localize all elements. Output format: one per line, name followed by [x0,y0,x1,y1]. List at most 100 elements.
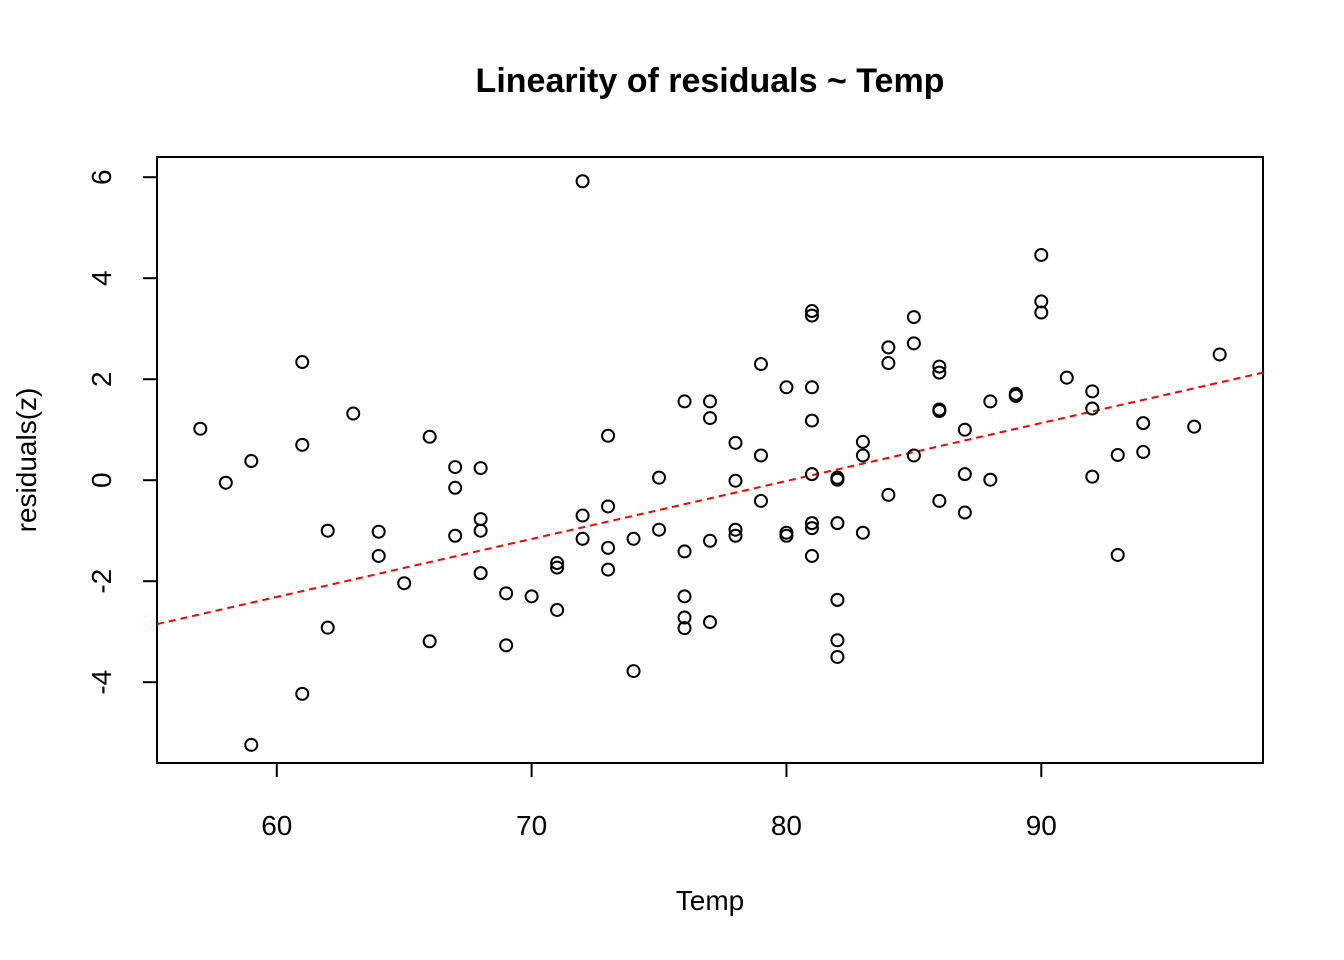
x-tick-label: 60 [261,810,292,841]
data-point [881,356,896,371]
x-tick-label: 90 [1026,810,1057,841]
data-point [550,556,565,571]
data-point [983,472,998,487]
data-point [193,421,208,436]
data-point [703,615,717,630]
data-point [601,499,616,514]
data-point [473,512,488,527]
data-point [626,531,641,546]
data-point [422,634,437,649]
data-point [830,516,845,531]
data-point [473,523,488,538]
data-point [804,516,819,531]
data-point [753,448,768,463]
data-point [601,562,616,577]
data-point [652,522,667,537]
plot-frame [156,156,1264,764]
data-point [855,434,870,449]
data-point [932,365,947,380]
data-point [1034,247,1049,262]
data-point [677,544,692,559]
data-point [881,340,896,355]
data-point [932,359,947,374]
data-point [957,422,972,437]
data-point [804,548,819,563]
data-point [499,638,514,653]
data-point [575,174,590,189]
data-point [677,621,692,636]
data-point [855,448,870,463]
data-point [906,336,921,351]
trend-line [156,371,1264,626]
data-point [932,493,947,508]
data-point [728,435,743,450]
data-point [804,304,819,319]
data-point [448,480,463,495]
y-axis-label: residuals(z) [11,388,42,533]
data-point [728,528,743,543]
data-point [473,566,488,581]
data-point [320,620,335,635]
y-tick-label: 2 [86,371,117,387]
data-point [703,533,717,548]
x-axis: 60 70 80 90 [261,762,1057,841]
y-tick-label: -2 [86,569,117,594]
data-point [601,540,616,555]
data-point [728,473,743,488]
data-point [957,467,972,482]
data-point [346,406,361,421]
data-point [244,454,259,469]
x-tick-label: 80 [771,810,802,841]
data-point [1110,547,1125,562]
data-point [448,528,463,543]
y-axis: -4 -2 0 2 4 6 [86,169,158,695]
data-point [753,357,768,372]
data-point [677,589,692,604]
data-point [499,586,514,601]
data-point [601,428,616,443]
data-point [830,633,845,648]
points-layer [193,174,1227,752]
data-point [804,467,819,482]
data-point [295,355,310,370]
data-point [1085,469,1100,484]
data-point [957,505,972,520]
data-point [652,470,667,485]
data-point [1136,444,1151,459]
data-point [524,589,539,604]
data-point [804,308,819,323]
data-point [371,548,386,563]
y-tick-label: 6 [86,169,117,185]
data-point [677,610,692,625]
data-point [804,380,819,395]
data-point [830,649,845,664]
data-point [550,560,565,575]
data-point [448,460,463,475]
data-point [244,737,259,752]
data-point [830,592,845,607]
y-tick-label: -4 [86,670,117,695]
data-point [1187,419,1202,434]
data-point [855,525,870,540]
data-point [1059,370,1074,385]
data-point [881,487,896,502]
data-point [804,521,819,536]
data-point [422,429,437,444]
data-point [906,310,921,325]
data-point [779,380,794,395]
data-point [728,522,743,537]
data-point [1085,401,1100,416]
data-point [779,528,794,543]
data-point [677,394,692,409]
data-point [626,664,641,679]
data-point [703,394,717,409]
data-point [320,523,335,538]
data-point [218,475,233,490]
data-point [295,686,310,701]
y-tick-label: 4 [86,270,117,286]
x-axis-label: Temp [676,885,744,916]
data-point [550,602,565,617]
data-point [397,576,412,591]
data-point [575,531,590,546]
